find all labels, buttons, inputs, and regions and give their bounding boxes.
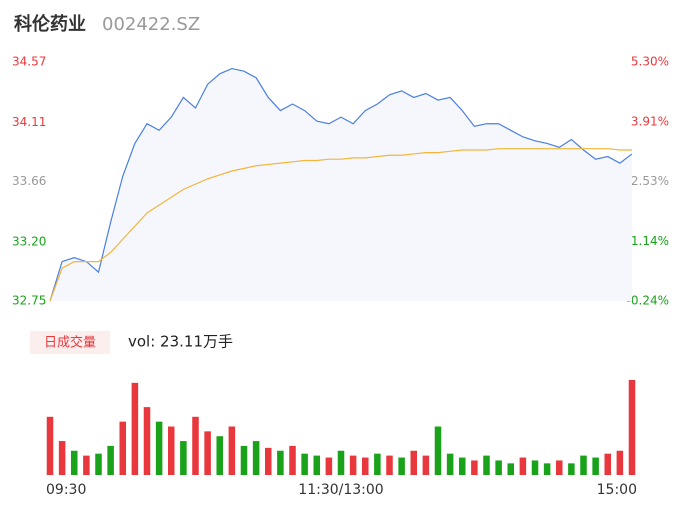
y-tick-label: 33.20 [12,234,46,248]
stock-name: 科伦药业 [14,13,86,35]
y2-tick-label: 2.53% [631,174,669,188]
volume-bar [204,431,211,475]
volume-bar [107,445,114,475]
volume-bar [386,455,393,475]
volume-bar [277,450,284,475]
volume-bar [374,453,381,475]
volume-bar [458,457,466,475]
volume-bar [58,441,66,475]
volume-bar [228,426,236,475]
y-tick-label: 32.75 [12,294,46,308]
volume-bar [313,455,321,475]
volume-bar [83,455,90,475]
volume-bar [555,460,563,475]
volume-bar [131,382,139,475]
y-tick-label: 34.57 [12,55,46,69]
volume-bar [616,450,624,475]
volume-bar [604,453,612,475]
volume-bar [398,457,405,475]
volume-label: 日成交量 [44,335,96,351]
volume-bar [70,450,78,475]
volume-bar [325,457,333,475]
average-line [49,148,632,302]
volume-bar [119,421,127,475]
volume-label-box [30,331,110,354]
x-tick-label: 09:30 [46,482,86,498]
y2-tick-label: 5.30% [631,55,669,69]
volume-bar [483,455,490,475]
volume-bar [349,455,357,475]
y2-tick-label: -0.24% [627,294,669,308]
volume-bar [301,453,308,475]
volume-bar [531,460,539,475]
volume-bar [252,441,260,475]
volume-bar [155,421,163,475]
volume-bar [46,416,54,475]
volume-bar [471,460,478,475]
price-area [50,68,632,301]
x-tick-label: 15:00 [597,482,637,498]
volume-bar [410,450,418,475]
volume-bar [216,436,224,475]
y-tick-label: 33.66 [12,174,46,188]
volume-bar [361,457,369,475]
volume-bar [240,445,248,475]
volume-bar [434,426,442,475]
volume-bar [495,460,502,475]
volume-bar [519,457,527,475]
volume-bar [289,445,296,475]
volume-bar [180,441,187,475]
x-tick-label: 11:30/13:00 [298,482,383,498]
volume-bar [264,447,272,475]
volume-bar [422,455,430,475]
y2-tick-label: 3.91% [631,114,669,128]
volume-bar [628,379,636,475]
volume-bar [143,407,151,475]
volume-bar [192,416,199,475]
volume-bar [568,463,575,475]
volume-bar [543,463,551,475]
volume-bar [95,453,102,475]
volume-bar [446,453,454,475]
volume-bar [167,426,175,475]
volume-bar [337,450,345,475]
volume-bar [592,457,599,475]
volume-text: vol: 23.11万手 [128,333,233,351]
stock-code: 002422.SZ [102,14,200,35]
volume-bar [507,463,515,475]
y2-tick-label: 1.14% [631,234,669,248]
y-tick-label: 34.11 [12,115,46,129]
price-line [49,67,633,302]
volume-bar [580,455,587,475]
